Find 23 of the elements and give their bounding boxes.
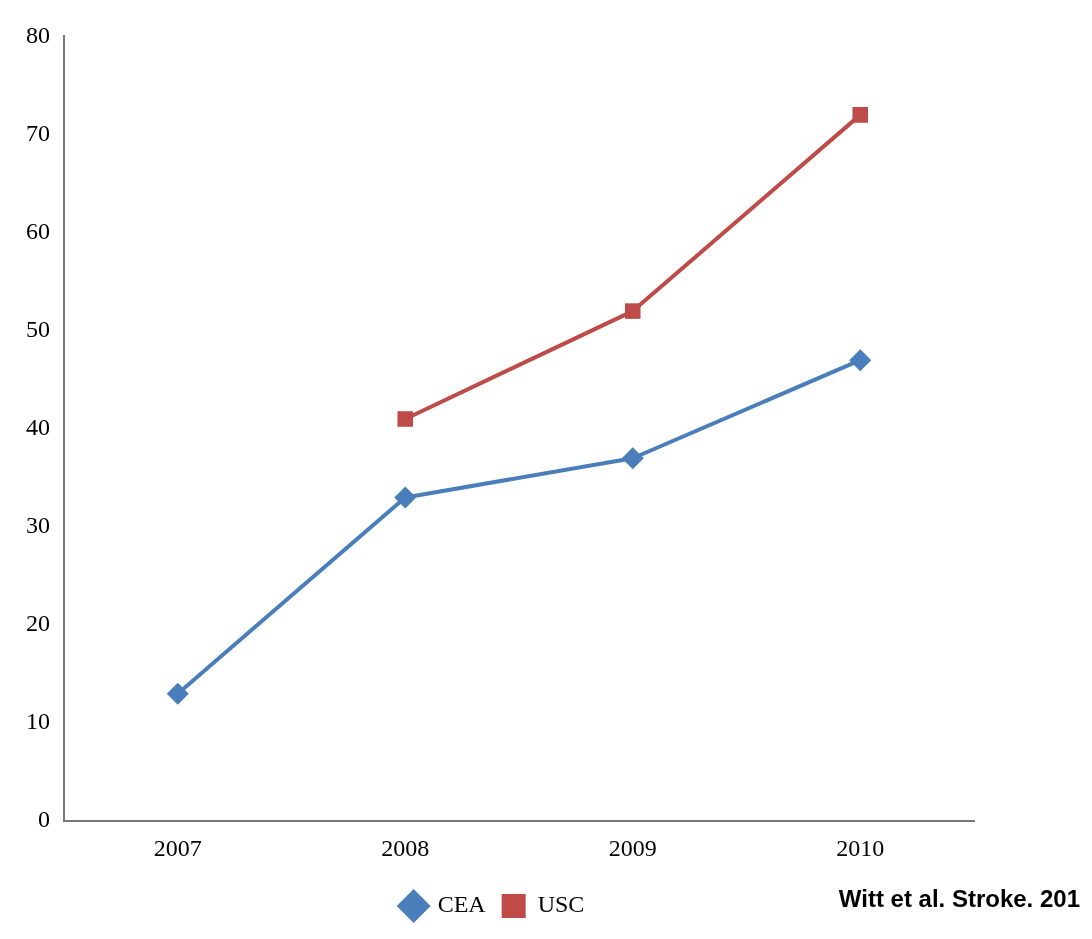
y-tick-label: 30 — [26, 512, 50, 539]
point — [397, 411, 414, 427]
y-tick-label: 0 — [38, 806, 50, 833]
y-tick-label: 50 — [26, 316, 50, 342]
y-tick-label: 10 — [26, 708, 50, 735]
y-tick-label: 40 — [26, 414, 50, 441]
x-tick-label: 2010 — [836, 834, 885, 861]
y-tick-label: 70 — [26, 119, 50, 146]
y-tick-label: 20 — [26, 610, 50, 637]
point — [166, 682, 189, 705]
x-tick-label: 2008 — [381, 834, 430, 861]
point — [849, 349, 872, 372]
y-tick-label: 60 — [26, 217, 50, 244]
y-tick-label: 80 — [26, 21, 50, 48]
x-tick-label: 2009 — [608, 834, 657, 861]
point — [624, 303, 641, 319]
legend-label: CEA — [437, 891, 487, 918]
x-tick-label: 2007 — [153, 834, 202, 861]
point — [394, 486, 417, 509]
point — [852, 107, 869, 123]
text: Witt et al. Stroke. 201 — [838, 884, 1080, 912]
point — [621, 447, 644, 470]
legend-label: USC — [537, 891, 585, 918]
